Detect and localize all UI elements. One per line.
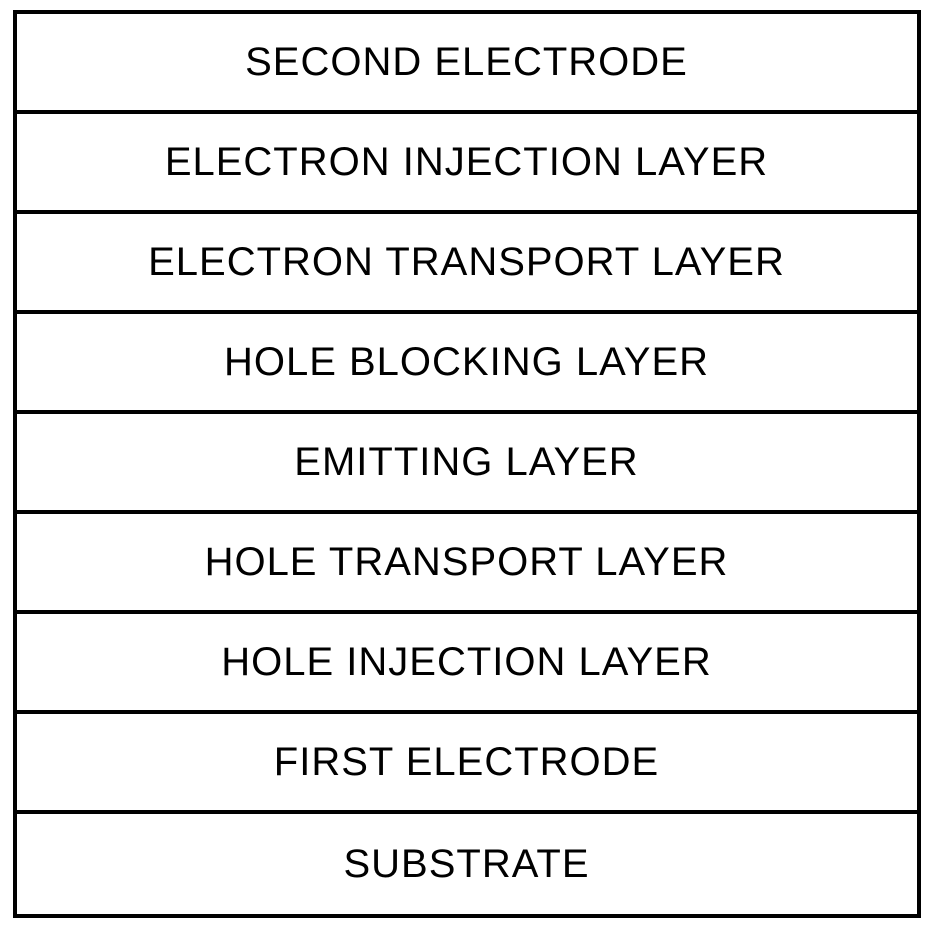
layer-label: SECOND ELECTRODE bbox=[245, 40, 688, 85]
layer-label: HOLE TRANSPORT LAYER bbox=[205, 540, 729, 585]
layer-hole-blocking: HOLE BLOCKING LAYER bbox=[17, 314, 917, 414]
layer-label: HOLE BLOCKING LAYER bbox=[224, 340, 709, 385]
layer-label: ELECTRON INJECTION LAYER bbox=[165, 140, 768, 185]
layer-first-electrode: FIRST ELECTRODE bbox=[17, 714, 917, 814]
layer-label: FIRST ELECTRODE bbox=[274, 740, 659, 785]
layer-emitting: EMITTING LAYER bbox=[17, 414, 917, 514]
layer-label: ELECTRON TRANSPORT LAYER bbox=[148, 240, 785, 285]
layer-label: SUBSTRATE bbox=[343, 842, 589, 887]
layer-second-electrode: SECOND ELECTRODE bbox=[17, 14, 917, 114]
layer-electron-transport: ELECTRON TRANSPORT LAYER bbox=[17, 214, 917, 314]
layer-hole-transport: HOLE TRANSPORT LAYER bbox=[17, 514, 917, 614]
layer-label: HOLE INJECTION LAYER bbox=[221, 640, 711, 685]
layer-substrate: SUBSTRATE bbox=[17, 814, 917, 914]
layer-stack-diagram: SECOND ELECTRODE ELECTRON INJECTION LAYE… bbox=[13, 10, 921, 918]
layer-hole-injection: HOLE INJECTION LAYER bbox=[17, 614, 917, 714]
layer-label: EMITTING LAYER bbox=[294, 440, 638, 485]
layer-electron-injection: ELECTRON INJECTION LAYER bbox=[17, 114, 917, 214]
